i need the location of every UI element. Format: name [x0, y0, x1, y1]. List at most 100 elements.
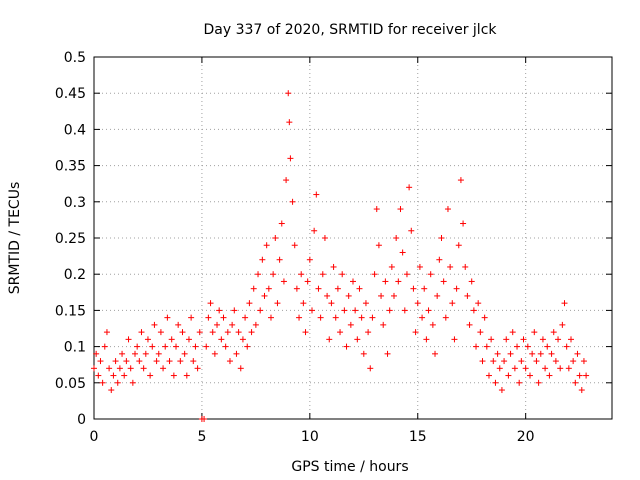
data-point	[244, 343, 251, 350]
data-point	[185, 336, 192, 343]
data-point	[188, 314, 195, 321]
x-tick-label: 20	[517, 429, 535, 445]
data-point	[283, 177, 290, 184]
data-point	[144, 336, 151, 343]
data-point	[261, 292, 268, 299]
data-point	[427, 271, 434, 278]
data-point	[216, 307, 223, 314]
data-point	[127, 365, 134, 372]
data-point	[237, 365, 244, 372]
data-points	[91, 90, 590, 422]
data-point	[147, 372, 154, 379]
data-point	[192, 343, 199, 350]
data-point	[479, 358, 486, 365]
data-point	[116, 365, 123, 372]
data-point	[246, 300, 253, 307]
data-point	[393, 235, 400, 241]
data-point	[112, 358, 119, 365]
data-point	[522, 365, 529, 372]
data-point	[350, 278, 356, 285]
data-point	[196, 329, 203, 336]
data-point	[136, 358, 143, 365]
data-point	[367, 365, 374, 372]
data-point	[250, 285, 257, 292]
data-point	[511, 365, 518, 372]
y-tick-label: 0.1	[64, 340, 86, 356]
data-point	[369, 314, 376, 321]
data-point	[151, 321, 158, 328]
x-tick-label: 0	[90, 429, 99, 445]
data-point	[529, 350, 536, 357]
data-point	[286, 119, 293, 126]
x-tick-label: 5	[197, 429, 206, 445]
data-point	[498, 387, 505, 394]
data-point	[440, 278, 447, 285]
data-point	[270, 271, 277, 278]
data-point	[259, 256, 266, 263]
data-point	[334, 285, 341, 292]
data-point	[324, 292, 331, 299]
data-point	[207, 300, 214, 307]
data-point	[97, 358, 104, 365]
data-point	[423, 336, 430, 343]
data-point	[179, 329, 186, 336]
data-point	[287, 155, 294, 162]
data-point	[473, 343, 480, 350]
data-point	[95, 372, 102, 379]
data-point	[453, 285, 460, 292]
data-point	[224, 329, 231, 336]
y-axis-title: SRMTID / TECUs	[7, 182, 23, 295]
data-point	[408, 227, 415, 234]
chart-title: Day 337 of 2020, SRMTID for receiver jlc…	[204, 22, 498, 38]
data-point	[555, 336, 562, 343]
data-point	[222, 343, 229, 350]
data-point	[572, 379, 579, 386]
data-point	[507, 350, 514, 357]
data-point	[332, 314, 339, 321]
data-point	[229, 321, 236, 328]
data-point	[263, 242, 270, 249]
data-point	[485, 372, 492, 379]
data-point	[570, 358, 577, 365]
data-point	[552, 358, 559, 365]
data-point	[129, 379, 136, 386]
data-point	[488, 336, 495, 343]
data-point	[386, 307, 393, 314]
data-point	[419, 314, 426, 321]
data-point	[313, 191, 320, 198]
y-tick-label: 0.25	[55, 231, 86, 247]
axis-ticks: 0 0.05 0.1 0.15 0.2 0.25 0.3 0.35 0.4 0.45 0.5 0 5 10…	[55, 50, 612, 445]
data-point	[416, 263, 423, 270]
data-point	[218, 336, 225, 343]
data-point	[444, 206, 451, 213]
data-point	[267, 314, 274, 321]
data-point	[544, 343, 551, 350]
data-point	[388, 263, 395, 270]
data-point	[177, 358, 184, 365]
data-point	[321, 235, 328, 241]
data-point	[93, 350, 100, 357]
data-point	[410, 285, 417, 292]
data-point	[108, 387, 115, 394]
data-point	[99, 379, 106, 386]
data-point	[449, 300, 456, 307]
x-tick-label: 15	[409, 429, 427, 445]
data-point	[319, 271, 326, 278]
data-point	[289, 198, 296, 205]
data-point	[326, 336, 333, 343]
data-point	[550, 329, 557, 336]
data-point	[481, 314, 488, 321]
data-point	[580, 358, 587, 365]
data-point	[123, 358, 130, 365]
data-point	[106, 365, 113, 372]
data-point	[395, 278, 402, 285]
data-point	[565, 365, 572, 372]
data-point	[373, 206, 380, 213]
data-point	[160, 365, 167, 372]
data-point	[520, 336, 527, 343]
data-point	[306, 256, 313, 263]
data-point	[252, 321, 259, 328]
data-point	[142, 350, 149, 357]
data-point	[298, 271, 305, 278]
